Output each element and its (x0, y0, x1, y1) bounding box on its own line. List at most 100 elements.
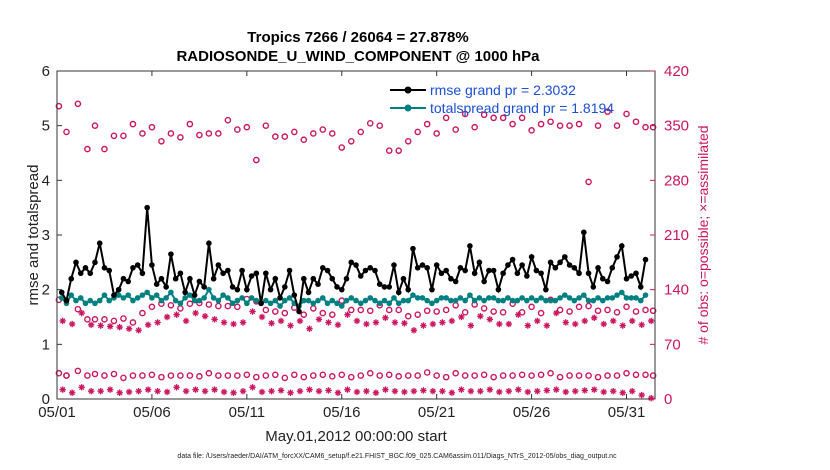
obs-possible-point (84, 372, 91, 379)
obs-possible-point (205, 369, 213, 377)
obs-assimilated-point (467, 387, 475, 395)
obs-assimilated-point (296, 317, 304, 325)
obs-possible-point (63, 128, 70, 136)
totalspread-point (277, 303, 283, 309)
obs-possible-point (243, 371, 251, 379)
obs-possible-point (404, 372, 412, 379)
obs-possible-point (129, 372, 137, 379)
obs-possible-point (300, 311, 308, 318)
obs-assimilated-point (135, 327, 142, 334)
obs-assimilated-stroke (468, 388, 474, 394)
rmse-point (120, 275, 127, 282)
totalspread-point (628, 295, 635, 301)
totalspread-point (362, 297, 369, 304)
rmse-point (58, 289, 65, 296)
obs-possible-point (366, 369, 374, 377)
totalspread-point (419, 295, 426, 301)
y-tick-label: 5 (42, 118, 50, 135)
rmse-point (400, 275, 407, 282)
totalspread-point (462, 297, 468, 304)
obs-possible-point (101, 145, 108, 153)
obs-possible-point (566, 372, 573, 379)
x-tick-label: 05/31 (608, 404, 646, 421)
obs-assimilated-point (543, 387, 550, 394)
obs-possible-point (414, 372, 421, 379)
rmse-point (471, 270, 478, 277)
y-axis-right: 0 70 140 210 280 350 420 (650, 63, 689, 408)
obs-assimilated-stroke (126, 326, 132, 332)
x-tick-label: 05/21 (418, 404, 456, 421)
rmse-point (144, 204, 150, 211)
obs-assimilated-stroke (363, 321, 370, 327)
obs-assimilated-stroke (392, 388, 398, 394)
totalspread-point (376, 300, 383, 307)
rmse-point (395, 289, 402, 296)
obs-assimilated-point (458, 386, 465, 393)
totalspread-point (509, 297, 516, 304)
rmse-point (68, 275, 75, 282)
obs-assimilated-stroke (477, 388, 484, 394)
rmse-point (519, 262, 525, 268)
rmse-point (139, 270, 146, 277)
obs-possible-point (158, 137, 165, 145)
obs-possible-point (442, 373, 450, 381)
obs-possible-point (566, 308, 573, 315)
rmse-point (490, 267, 497, 274)
totalspread-point (225, 295, 231, 301)
totalspread-point (106, 297, 113, 304)
obs-possible-point (84, 145, 91, 153)
obs-possible-point (110, 132, 118, 140)
obs-assimilated-point (524, 322, 532, 329)
rmse-point (429, 286, 435, 293)
rmse-point (215, 262, 222, 268)
obs-assimilated-stroke (411, 388, 417, 394)
obs-possible-point (74, 367, 82, 375)
obs-assimilated-stroke (477, 313, 484, 319)
obs-assimilated-point (363, 320, 370, 328)
totalspread-point (609, 295, 616, 301)
rmse-point (329, 275, 336, 282)
totalspread-point (239, 295, 245, 301)
obs-assimilated-point (78, 384, 85, 391)
totalspread-point (357, 300, 364, 307)
obs-possible-point (338, 371, 346, 379)
x-tick-label: 05/11 (229, 404, 265, 421)
rmse-point (182, 289, 188, 296)
obs-possible-point (649, 307, 657, 315)
obs-possible-point (528, 127, 535, 134)
totalspread-point (120, 295, 127, 301)
obs-assimilated-point (68, 389, 76, 396)
obs-assimilated-point (581, 317, 588, 325)
obs-possible-point (490, 114, 497, 122)
totalspread-point (505, 295, 511, 301)
obs-possible-point (518, 371, 526, 379)
obs-assimilated-stroke (287, 322, 294, 329)
obs-assimilated-stroke (515, 311, 522, 318)
obs-assimilated-stroke (78, 384, 85, 390)
obs-possible-point (547, 369, 554, 377)
rmse-point (552, 265, 559, 271)
rmse-point (414, 265, 421, 271)
obs-assimilated-point (534, 387, 541, 395)
obs-possible-point (480, 305, 488, 312)
totalspread-point (528, 295, 535, 301)
rmse-point (576, 270, 582, 277)
obs-assimilated-stroke (525, 322, 531, 329)
obs-assimilated-point (239, 387, 247, 395)
obs-possible-point (110, 317, 118, 325)
rmse-point (562, 254, 568, 260)
obs-assimilated-stroke (449, 318, 455, 324)
obs-possible-point (262, 306, 270, 314)
obs-assimilated-point (144, 321, 152, 329)
rmse-point (206, 240, 212, 246)
totalspread-point (149, 295, 155, 301)
legend: rmse grand pr = 2.3032 totalspread grand… (390, 82, 614, 116)
rmse-point (300, 275, 307, 282)
obs-possible-point (224, 302, 232, 310)
obs-assimilated-stroke (648, 395, 654, 401)
totalspread-point (642, 292, 649, 298)
obs-possible-point (423, 369, 431, 376)
obs-assimilated-point (249, 308, 256, 315)
obs-possible-point (205, 301, 213, 308)
obs-assimilated-point (220, 388, 228, 396)
